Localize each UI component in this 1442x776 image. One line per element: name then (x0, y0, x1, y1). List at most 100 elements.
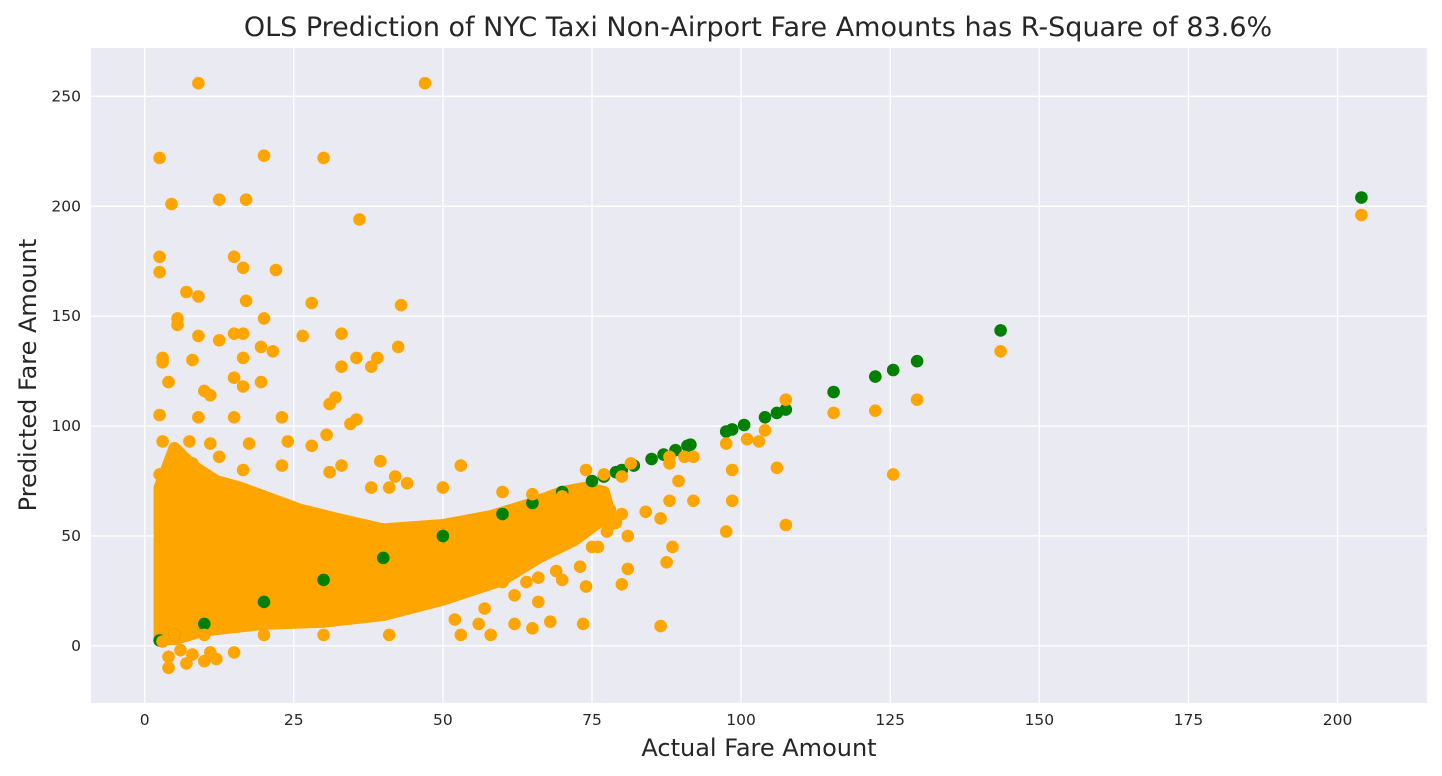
predicted-point (186, 457, 199, 470)
predicted-point (281, 435, 295, 448)
predicted-point (227, 411, 241, 424)
predicted-point (254, 340, 268, 354)
predicted-point (994, 345, 1007, 358)
predicted-point (400, 476, 414, 490)
predicted-point (165, 197, 178, 211)
predicted-point (496, 485, 509, 499)
predicted-point (663, 457, 676, 470)
predicted-point (171, 318, 184, 332)
x-tick-label: 50 (433, 711, 453, 729)
predicted-point (719, 525, 733, 538)
predicted-point (365, 360, 378, 374)
predicted-point (192, 411, 205, 424)
predicted-point (508, 617, 521, 631)
predicted-point (770, 461, 784, 475)
y-tick-label: 200 (51, 197, 81, 215)
predicted-point (275, 411, 289, 424)
predicted-point (198, 628, 211, 642)
predicted-point (496, 575, 509, 589)
predicted-point-cloud (153, 442, 616, 646)
predicted-point (886, 468, 900, 481)
predicted-point (323, 465, 336, 479)
data-points (153, 76, 1368, 675)
predicted-point (555, 529, 569, 543)
predicted-point (391, 340, 405, 354)
predicted-point (227, 250, 241, 264)
predicted-point (350, 413, 363, 426)
y-tick-label: 100 (51, 417, 81, 435)
predicted-point (335, 459, 348, 472)
y-tick-label: 250 (51, 87, 81, 105)
predicted-point (752, 435, 766, 448)
predicted-point (204, 389, 217, 402)
predicted-point (687, 450, 700, 464)
predicted-point (725, 463, 739, 477)
predicted-point (678, 450, 691, 464)
predicted-point (183, 435, 196, 448)
predicted-point (532, 595, 545, 609)
y-tick-label: 0 (71, 637, 81, 655)
predicted-point (320, 428, 333, 442)
predicted-point (454, 628, 468, 642)
predicted-point (174, 643, 187, 657)
actual-point (198, 617, 211, 631)
actual-point (886, 363, 900, 377)
predicted-point (204, 437, 217, 450)
actual-point (317, 573, 330, 587)
actual-point (758, 411, 772, 424)
predicted-point (436, 481, 450, 494)
predicted-point (555, 490, 569, 503)
predicted-point (257, 312, 271, 325)
predicted-point (549, 564, 563, 578)
x-tick-label: 100 (726, 711, 756, 729)
predicted-point (156, 635, 169, 648)
predicted-point (257, 628, 271, 642)
predicted-point (162, 661, 175, 675)
x-tick-label: 200 (1323, 711, 1353, 729)
actual-point (910, 354, 924, 368)
predicted-point (227, 371, 241, 385)
predicted-point (236, 463, 250, 477)
predicted-point (687, 494, 700, 508)
predicted-point (156, 356, 169, 369)
predicted-point (418, 76, 432, 90)
y-tick-label: 150 (51, 307, 81, 325)
grid (91, 48, 1427, 703)
predicted-point (615, 470, 629, 483)
predicted-point (198, 654, 211, 668)
x-tick-label: 75 (582, 711, 602, 729)
x-tick-label: 175 (1174, 711, 1204, 729)
actual-point (1355, 191, 1368, 204)
actual-point (585, 474, 599, 488)
predicted-point (180, 285, 193, 299)
predicted-point (910, 393, 924, 407)
predicted-point (192, 290, 205, 303)
predicted-point (654, 619, 667, 633)
predicted-point (371, 351, 384, 365)
predicted-point (236, 351, 250, 365)
predicted-point (153, 250, 166, 264)
predicted-point (725, 494, 739, 508)
predicted-point (254, 375, 268, 389)
predicted-point (654, 512, 667, 525)
predicted-point (374, 454, 387, 468)
predicted-point (719, 437, 733, 450)
predicted-point (192, 329, 205, 343)
predicted-point (162, 650, 175, 664)
predicted-point (153, 151, 166, 165)
predicted-point (156, 435, 169, 448)
predicted-point (526, 487, 539, 501)
predicted-point (663, 494, 676, 508)
predicted-point (168, 628, 181, 642)
predicted-point (239, 193, 253, 206)
actual-point (725, 423, 739, 436)
actual-point (645, 452, 658, 466)
x-axis-label: Actual Fare Amount (641, 734, 876, 762)
predicted-point (275, 459, 289, 472)
predicted-point (555, 573, 569, 587)
actual-point (779, 403, 793, 416)
y-tick-label: 50 (61, 527, 81, 545)
predicted-point (353, 213, 366, 226)
predicted-point (579, 490, 593, 503)
actual-point (377, 551, 390, 565)
